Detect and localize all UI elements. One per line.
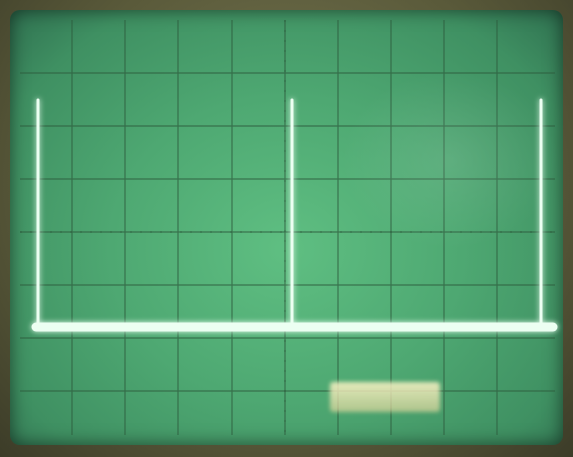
oscilloscope-screen (10, 10, 563, 445)
screen-glare (330, 382, 440, 412)
graticule (20, 20, 555, 435)
screen-reflection (340, 70, 560, 250)
